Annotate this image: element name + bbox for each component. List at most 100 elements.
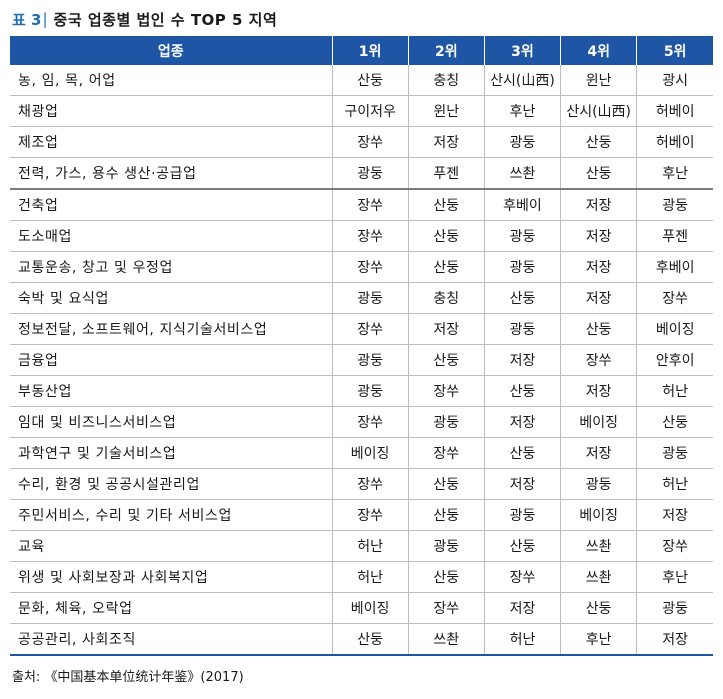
region-cell: 저장 (483, 344, 561, 376)
region-cell: 저장 (636, 499, 713, 531)
region-cell: 광둥 (407, 530, 485, 562)
region-cell: 장쑤 (483, 561, 561, 593)
region-cell: 충칭 (407, 282, 485, 314)
region-cell: 산둥 (636, 406, 713, 438)
table-row: 임대 및 비즈니스서비스업 장쑤 광둥 저장 베이징 산둥 (10, 406, 713, 438)
table-row: 금융업 광둥 산둥 저장 장쑤 안후이 (10, 344, 713, 376)
region-cell: 후난 (483, 95, 561, 127)
region-cell: 장쑤 (331, 313, 409, 345)
table-row: 교통운송, 창고 및 우정업 장쑤 산둥 광둥 저장 후베이 (10, 251, 713, 283)
region-cell: 산시(山西) (560, 95, 637, 127)
industry-cell: 교육 (10, 530, 333, 562)
region-cell: 광둥 (331, 344, 409, 376)
region-cell: 허난 (636, 468, 713, 500)
region-cell: 저장 (407, 313, 485, 345)
industry-cell: 정보전달, 소프트웨어, 지식기술서비스업 (10, 313, 333, 345)
region-cell: 광둥 (483, 313, 561, 345)
region-cell: 산둥 (331, 65, 409, 96)
industry-cell: 도소매업 (10, 220, 333, 252)
table-row: 수리, 환경 및 공공시설관리업 장쑤 산둥 저장 광둥 허난 (10, 468, 713, 500)
region-cell: 허난 (636, 375, 713, 407)
region-cell: 산둥 (560, 126, 637, 158)
table-row: 도소매업 장쑤 산둥 광둥 저장 푸젠 (10, 220, 713, 252)
region-cell: 광둥 (483, 251, 561, 283)
region-cell: 저장 (483, 468, 561, 500)
region-cell: 장쑤 (331, 468, 409, 500)
table-row: 숙박 및 요식업 광둥 충칭 산둥 저장 장쑤 (10, 282, 713, 314)
table-row: 정보전달, 소프트웨어, 지식기술서비스업 장쑤 저장 광둥 산둥 베이징 (10, 313, 713, 345)
table-row: 주민서비스, 수리 및 기타 서비스업 장쑤 산둥 광둥 베이징 저장 (10, 499, 713, 531)
region-cell: 장쑤 (331, 251, 409, 283)
region-cell: 광시 (636, 65, 713, 96)
industry-cell: 제조업 (10, 126, 333, 158)
table-row: 건축업 장쑤 산둥 후베이 저장 광둥 (10, 189, 713, 221)
table-row: 전력, 가스, 용수 생산·공급업 광둥 푸젠 쓰촨 산둥 후난 (10, 157, 713, 190)
industry-cell: 위생 및 사회보장과 사회복지업 (10, 561, 333, 593)
header-rank-1: 1위 (331, 36, 409, 65)
region-cell: 저장 (560, 282, 637, 314)
region-cell: 산둥 (407, 220, 485, 252)
region-cell: 광둥 (483, 220, 561, 252)
region-cell: 광둥 (407, 406, 485, 438)
industry-cell: 주민서비스, 수리 및 기타 서비스업 (10, 499, 333, 531)
region-cell: 산둥 (407, 251, 485, 283)
table-header-row: 업종 1위 2위 3위 4위 5위 (10, 36, 713, 65)
region-cell: 산둥 (407, 468, 485, 500)
region-cell: 충칭 (407, 65, 485, 96)
table-caption: 표 3 | 중국 업종별 법인 수 TOP 5 지역 (12, 6, 277, 32)
region-cell: 쓰촨 (483, 157, 561, 190)
region-cell: 베이징 (331, 592, 409, 624)
region-cell: 허난 (483, 623, 561, 656)
header-rank-2: 2위 (407, 36, 485, 65)
region-cell: 산둥 (483, 437, 561, 469)
region-cell: 허난 (331, 561, 409, 593)
region-cell: 광둥 (560, 468, 637, 500)
region-cell: 쓰촨 (560, 561, 637, 593)
header-industry: 업종 (10, 36, 333, 65)
industry-cell: 공공관리, 사회조직 (10, 623, 333, 656)
region-cell: 윈난 (560, 65, 637, 96)
region-cell: 베이징 (331, 437, 409, 469)
table-row: 제조업 장쑤 저장 광둥 산둥 허베이 (10, 126, 713, 158)
region-cell: 산둥 (483, 530, 561, 562)
region-cell: 광둥 (636, 592, 713, 624)
region-cell: 산둥 (407, 344, 485, 376)
table-row: 공공관리, 사회조직 산둥 쓰촨 허난 후난 저장 (10, 623, 713, 656)
region-cell: 안후이 (636, 344, 713, 376)
header-rank-5: 5위 (636, 36, 713, 65)
region-cell: 장쑤 (407, 592, 485, 624)
industry-cell: 과학연구 및 기술서비스업 (10, 437, 333, 469)
region-cell: 허베이 (636, 95, 713, 127)
region-cell: 후난 (636, 157, 713, 190)
table-number: 표 3 (12, 10, 42, 29)
region-cell: 광둥 (483, 499, 561, 531)
industry-cell: 교통운송, 창고 및 우정업 (10, 251, 333, 283)
region-cell: 산둥 (483, 282, 561, 314)
region-cell: 저장 (560, 251, 637, 283)
region-cell: 푸젠 (407, 157, 485, 190)
region-cell: 산둥 (560, 313, 637, 345)
industry-cell: 숙박 및 요식업 (10, 282, 333, 314)
region-cell: 장쑤 (636, 282, 713, 314)
industry-cell: 수리, 환경 및 공공시설관리업 (10, 468, 333, 500)
industry-cell: 전력, 가스, 용수 생산·공급업 (10, 157, 333, 190)
industry-cell: 농, 임, 목, 어업 (10, 65, 333, 96)
region-cell: 장쑤 (331, 189, 409, 221)
region-cell: 장쑤 (407, 375, 485, 407)
table-row: 문화, 체육, 오락업 베이징 장쑤 저장 산둥 광둥 (10, 592, 713, 624)
region-cell: 광둥 (636, 189, 713, 221)
header-rank-3: 3위 (483, 36, 561, 65)
region-cell: 후난 (560, 623, 637, 656)
region-cell: 산둥 (483, 375, 561, 407)
region-cell: 산둥 (407, 499, 485, 531)
table-row: 부동산업 광둥 장쑤 산둥 저장 허난 (10, 375, 713, 407)
table-row: 채광업 구이저우 윈난 후난 산시(山西) 허베이 (10, 95, 713, 127)
region-cell: 산둥 (560, 157, 637, 190)
region-cell: 저장 (407, 126, 485, 158)
region-cell: 구이저우 (331, 95, 409, 127)
table-row: 농, 임, 목, 어업 산둥 충칭 산시(山西) 윈난 광시 (10, 65, 713, 96)
region-cell: 저장 (483, 406, 561, 438)
region-cell: 장쑤 (331, 499, 409, 531)
region-cell: 저장 (560, 375, 637, 407)
